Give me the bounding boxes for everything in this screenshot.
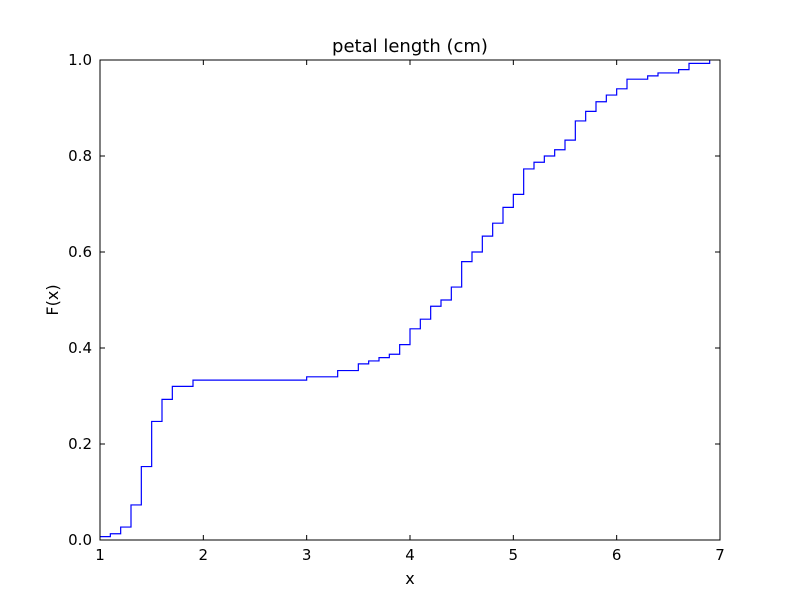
y-tick-label: 0.6 <box>68 243 92 261</box>
x-axis-label: x <box>405 569 414 588</box>
ticks-layer: 1 2 3 4 5 6 7 0.0 0.2 0.4 0.6 0.8 1.0 <box>68 51 725 564</box>
chart-title: petal length (cm) <box>332 36 488 57</box>
x-tick-label: 2 <box>199 546 209 564</box>
x-tick-label: 4 <box>405 546 415 564</box>
plot-area-background <box>100 60 720 540</box>
cdf-step-line <box>100 60 711 538</box>
y-axis-label: F(x) <box>43 284 62 315</box>
x-tick-label: 3 <box>302 546 312 564</box>
plot-frame <box>99 59 721 541</box>
y-tick-label: 0.0 <box>68 531 92 549</box>
y-tick-label: 1.0 <box>68 51 92 69</box>
y-tick-label: 0.4 <box>68 339 92 357</box>
y-tick-label: 0.2 <box>68 435 92 453</box>
y-tick-label: 0.8 <box>68 147 92 165</box>
x-tick-label: 6 <box>612 546 622 564</box>
x-tick-label: 1 <box>95 546 105 564</box>
x-tick-label: 7 <box>715 546 725 564</box>
x-tick-label: 5 <box>509 546 519 564</box>
